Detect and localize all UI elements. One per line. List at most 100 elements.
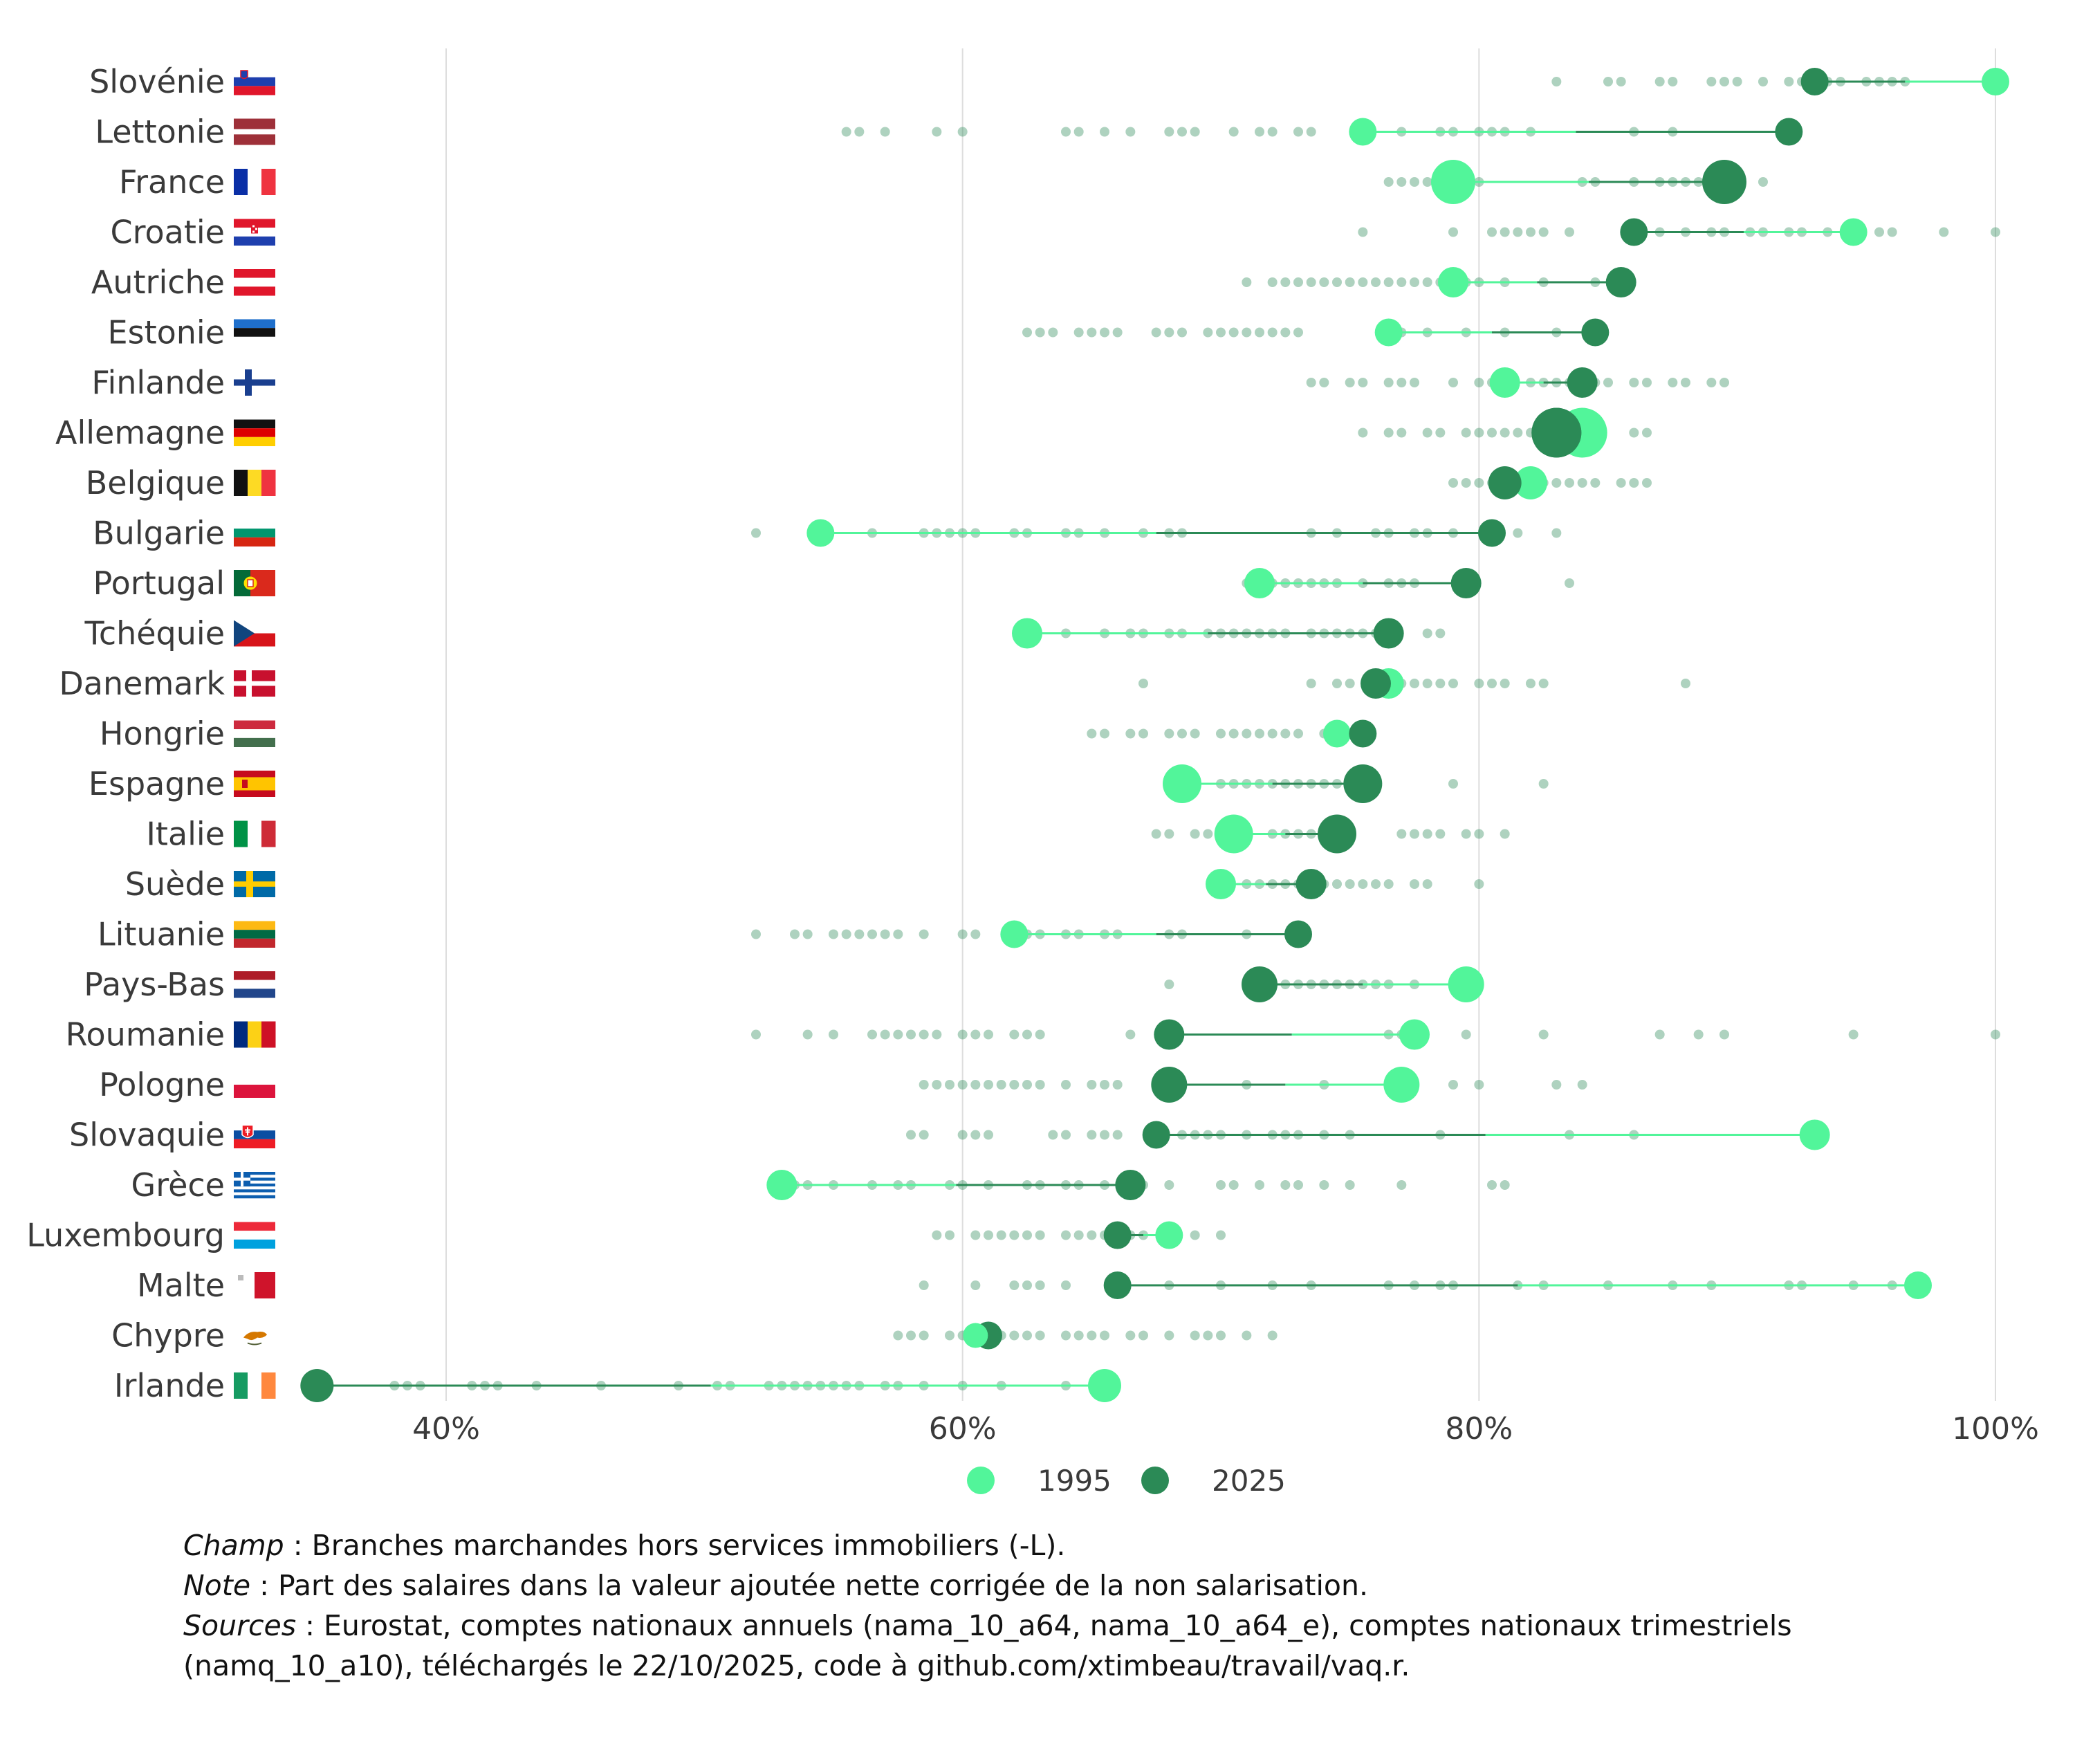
period-point bbox=[1538, 679, 1549, 688]
period-point bbox=[1190, 127, 1200, 137]
period-point bbox=[1719, 378, 1729, 387]
flag-stripe bbox=[234, 930, 275, 939]
period-point bbox=[970, 1029, 981, 1040]
flag-stripe bbox=[234, 1195, 275, 1199]
point-2025 bbox=[1115, 1170, 1146, 1200]
period-point bbox=[1035, 1330, 1045, 1341]
period-point bbox=[1048, 1130, 1058, 1140]
flag-stripe bbox=[234, 1172, 275, 1175]
period-point bbox=[1073, 1330, 1084, 1341]
point-2025 bbox=[1142, 1121, 1170, 1149]
period-point bbox=[970, 929, 981, 939]
period-point bbox=[932, 1029, 942, 1040]
period-point bbox=[1681, 679, 1690, 688]
chart-row bbox=[1242, 267, 1636, 297]
period-point bbox=[1642, 428, 1652, 438]
point-1995 bbox=[1349, 118, 1377, 146]
flag-stripe bbox=[255, 1272, 275, 1298]
period-point bbox=[1345, 378, 1355, 387]
country-label: Belgique bbox=[86, 464, 225, 502]
period-point bbox=[1448, 679, 1458, 688]
period-point bbox=[1758, 177, 1768, 187]
period-point bbox=[893, 1029, 903, 1040]
period-point bbox=[1177, 327, 1187, 338]
period-point bbox=[751, 528, 761, 538]
legend: 1995 2025 bbox=[967, 1464, 1286, 1498]
period-point bbox=[1784, 77, 1794, 86]
period-point bbox=[1590, 478, 1601, 488]
shield bbox=[247, 579, 254, 587]
period-point bbox=[1125, 1330, 1136, 1341]
period-point bbox=[1500, 1180, 1510, 1190]
period-point bbox=[1242, 1330, 1252, 1341]
period-point bbox=[1009, 1280, 1020, 1290]
period-point bbox=[1164, 728, 1174, 739]
period-point bbox=[854, 127, 865, 137]
period-point bbox=[1410, 177, 1419, 187]
period-point bbox=[932, 1080, 942, 1090]
flag-stripe bbox=[234, 219, 275, 228]
flag-stripe bbox=[234, 1222, 275, 1231]
period-point bbox=[1048, 327, 1058, 338]
period-point bbox=[1022, 1330, 1032, 1341]
period-point bbox=[957, 1080, 968, 1090]
period-point bbox=[1061, 1330, 1071, 1341]
flag-bg-icon bbox=[234, 520, 275, 546]
period-point bbox=[1565, 578, 1574, 588]
period-point bbox=[1100, 1080, 1109, 1090]
flag-stripe bbox=[234, 1072, 275, 1085]
period-point bbox=[1629, 478, 1639, 488]
country-label: Grèce bbox=[131, 1166, 225, 1204]
period-point bbox=[1228, 327, 1239, 338]
period-point bbox=[1216, 1230, 1226, 1240]
flag-lv-icon bbox=[234, 118, 275, 145]
country-label: Suède bbox=[125, 865, 225, 903]
point-1995 bbox=[1799, 1119, 1830, 1150]
period-point bbox=[945, 1080, 954, 1090]
period-point bbox=[1164, 1180, 1174, 1190]
period-point bbox=[880, 929, 890, 939]
period-point bbox=[1939, 227, 1949, 237]
flag-stripe bbox=[234, 989, 275, 998]
period-point bbox=[1100, 1130, 1109, 1140]
period-point bbox=[1706, 378, 1717, 387]
period-point bbox=[1035, 1029, 1045, 1040]
flag-pt-icon bbox=[234, 570, 275, 596]
period-point bbox=[1138, 728, 1148, 739]
flag-be-icon bbox=[234, 470, 276, 496]
period-point bbox=[1125, 1029, 1136, 1040]
country-label: Croatie bbox=[111, 214, 225, 251]
flag-stripe bbox=[234, 980, 275, 989]
chart-row bbox=[919, 1067, 1587, 1103]
period-point bbox=[1538, 779, 1549, 789]
flag-stripe bbox=[234, 1183, 275, 1187]
country-label: Tchéquie bbox=[84, 615, 225, 652]
period-point bbox=[1654, 77, 1665, 86]
chart-row bbox=[1383, 160, 1768, 204]
flag-stripe bbox=[234, 1177, 250, 1181]
chart-row bbox=[841, 118, 1803, 146]
period-point bbox=[1396, 378, 1407, 387]
flag-stripe bbox=[234, 1085, 275, 1098]
period-point bbox=[1474, 879, 1484, 889]
flag-stripe bbox=[234, 1175, 275, 1178]
flag-stripe bbox=[248, 820, 261, 847]
flag-stripe bbox=[246, 871, 253, 897]
flag-lu-icon bbox=[234, 1222, 275, 1249]
flag-stripe bbox=[261, 470, 276, 496]
period-point bbox=[1719, 1029, 1729, 1040]
period-point bbox=[1500, 428, 1510, 438]
period-point bbox=[1693, 1029, 1704, 1040]
legend-1995-marker bbox=[967, 1467, 995, 1494]
period-point bbox=[1255, 327, 1264, 338]
period-point bbox=[1061, 127, 1071, 137]
flag-stripe bbox=[234, 1372, 248, 1399]
period-point bbox=[1306, 679, 1316, 688]
period-point bbox=[1138, 1330, 1148, 1341]
point-2025 bbox=[1242, 966, 1278, 1002]
flag-stripe bbox=[234, 1231, 275, 1240]
period-point bbox=[1758, 77, 1768, 86]
country-label: Malte bbox=[137, 1267, 225, 1304]
chart-row bbox=[300, 1369, 1121, 1402]
period-point bbox=[1474, 829, 1484, 839]
